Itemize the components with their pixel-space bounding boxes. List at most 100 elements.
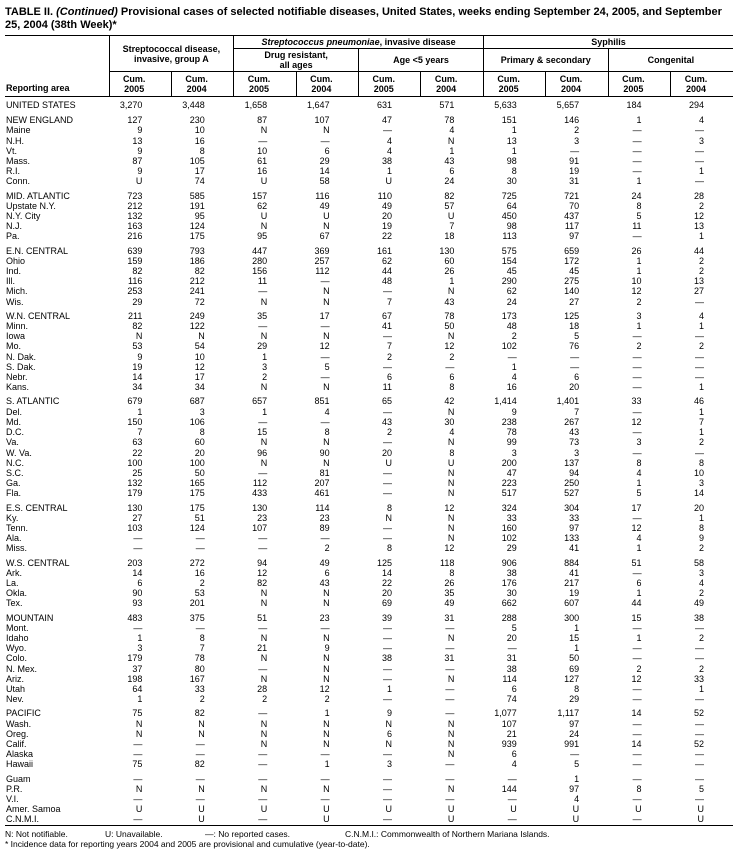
value-cell: U xyxy=(447,211,455,222)
value-cell: 14 xyxy=(693,488,704,499)
value-cell: 76 xyxy=(569,341,580,352)
value-cell: — xyxy=(382,467,392,478)
table-row: Utah 64 33 28 12 1 — 6 8 — 1 xyxy=(5,684,733,694)
value-cell: 20 xyxy=(381,447,392,458)
value-cell: U xyxy=(385,176,392,187)
value-cell: 19 xyxy=(381,221,392,232)
table-row: C.N.M.I. — U — U — U — U — U xyxy=(5,814,733,825)
value-cell: 125 xyxy=(564,310,580,321)
value-cell: 9 xyxy=(698,533,704,544)
value-cell: 4 xyxy=(449,427,455,438)
value-cell: 5 xyxy=(574,759,580,770)
value-cell: 3 xyxy=(386,759,392,770)
value-cell: 179 xyxy=(127,488,143,499)
value-cell: — xyxy=(632,166,642,177)
value-cell: 125 xyxy=(376,557,392,568)
value-cell: — xyxy=(320,351,330,362)
value-cell: N xyxy=(447,749,455,760)
value-cell: 50 xyxy=(569,653,580,664)
value-cell: 42 xyxy=(444,396,455,407)
value-cell: 60 xyxy=(444,255,455,266)
value-cell: 8 xyxy=(636,783,642,794)
table-row: N. Dak. 9 10 1 — 2 2 — — — — xyxy=(5,352,733,362)
table-row: Mo. 53 54 29 12 7 12 102 76 2 2 xyxy=(5,341,733,351)
reporting-area-cell: Tenn. xyxy=(6,522,29,533)
value-cell: N xyxy=(447,286,455,297)
value-cell: 1 xyxy=(449,276,455,287)
value-cell: 12 xyxy=(194,361,205,372)
value-cell: 1 xyxy=(324,708,330,719)
value-cell: 95 xyxy=(194,211,205,222)
value-cell: 87 xyxy=(132,156,143,167)
drug-resistant-label-line2: all ages xyxy=(279,60,313,70)
reporting-area-cell: W.S. CENTRAL xyxy=(6,557,70,568)
value-cell: 1 xyxy=(449,145,455,156)
value-cell: 4 xyxy=(386,145,392,156)
column-header-strep-a-cum-2004: Cum. 2004 xyxy=(170,71,234,97)
value-cell: — xyxy=(632,749,642,760)
value-cell: U xyxy=(697,804,705,815)
value-cell: 163 xyxy=(127,221,143,232)
table-row: S. ATLANTIC 679 687 657 851 65 42 1,414 1,401 33 4… xyxy=(5,392,733,406)
column-group-syphilis: Syphilis xyxy=(482,35,733,49)
value-cell: 49 xyxy=(319,557,330,568)
table-row: E.S. CENTRAL 130 175 130 114 8 12 324 304 17 20 xyxy=(5,499,733,513)
table-row: MOUNTAIN 483 375 51 23 39 31 288 300 15 38 xyxy=(5,609,733,623)
value-cell: 16 xyxy=(257,166,268,177)
value-cell: 280 xyxy=(252,255,268,266)
value-cell: 70 xyxy=(569,200,580,211)
reporting-area-cell: Wyo. xyxy=(6,643,27,654)
value-cell: 2 xyxy=(386,427,392,438)
value-cell: 3 xyxy=(262,361,268,372)
value-cell: 30 xyxy=(506,588,517,599)
value-cell: 65 xyxy=(381,396,392,407)
reporting-area-cell: Miss. xyxy=(6,543,27,554)
value-cell: 275 xyxy=(564,276,580,287)
reporting-area-cell: Wis. xyxy=(6,296,24,307)
value-cell: 112 xyxy=(315,266,330,277)
value-cell: 50 xyxy=(444,321,455,332)
legend-no-reported-cases: —: No reported cases. xyxy=(205,828,291,839)
header-row-cum: Cum. 2005 Cum. 2004 Cum. 2005 Cum. 2004 Cum.… xyxy=(5,71,733,97)
value-cell: — xyxy=(133,749,143,760)
value-cell: 657 xyxy=(252,396,268,407)
value-cell: 12 xyxy=(693,211,704,222)
table-row: Del. 1 3 1 4 — N 9 7 — 1 xyxy=(5,407,733,417)
table-row: Wash. N N N N N N 107 97 — — xyxy=(5,719,733,729)
value-cell: 1 xyxy=(137,694,143,705)
value-cell: 1 xyxy=(386,683,392,694)
value-cell: U xyxy=(447,804,455,815)
value-cell: N xyxy=(323,221,330,232)
value-cell: 793 xyxy=(189,245,205,256)
value-cell: 14 xyxy=(381,567,392,578)
value-cell: 2 xyxy=(511,331,517,342)
value-cell: 2 xyxy=(698,200,704,211)
reporting-area-cell: MOUNTAIN xyxy=(6,612,54,623)
value-cell: 82 xyxy=(257,577,268,588)
value-cell: 9 xyxy=(137,145,143,156)
table-row: Ill. 116 212 11 — 48 1 290 275 10 13 xyxy=(5,276,733,286)
value-cell: 78 xyxy=(444,115,455,126)
value-cell: 91 xyxy=(569,156,580,167)
value-cell: 2 xyxy=(386,351,392,362)
value-cell: 82 xyxy=(194,708,205,719)
value-cell: 67 xyxy=(319,231,330,242)
value-cell: 37 xyxy=(132,663,143,674)
value-cell: 1 xyxy=(636,266,642,277)
value-cell: 105 xyxy=(189,156,205,167)
column-header-age-under-5-cum-2004: Cum. 2004 xyxy=(420,71,484,97)
value-cell: 127 xyxy=(564,673,580,684)
value-cell: 30 xyxy=(506,176,517,187)
value-cell: 9 xyxy=(137,351,143,362)
value-cell: 8 xyxy=(386,543,392,554)
value-cell: 2 xyxy=(199,577,205,588)
value-cell: 12 xyxy=(319,683,330,694)
value-cell: 16 xyxy=(194,135,205,146)
value-cell: 60 xyxy=(194,437,205,448)
value-cell: 49 xyxy=(444,598,455,609)
value-cell: 461 xyxy=(314,488,330,499)
value-cell: 241 xyxy=(189,286,205,297)
reporting-area-cell: Amer. Samoa xyxy=(6,804,61,815)
value-cell: N xyxy=(447,522,455,533)
